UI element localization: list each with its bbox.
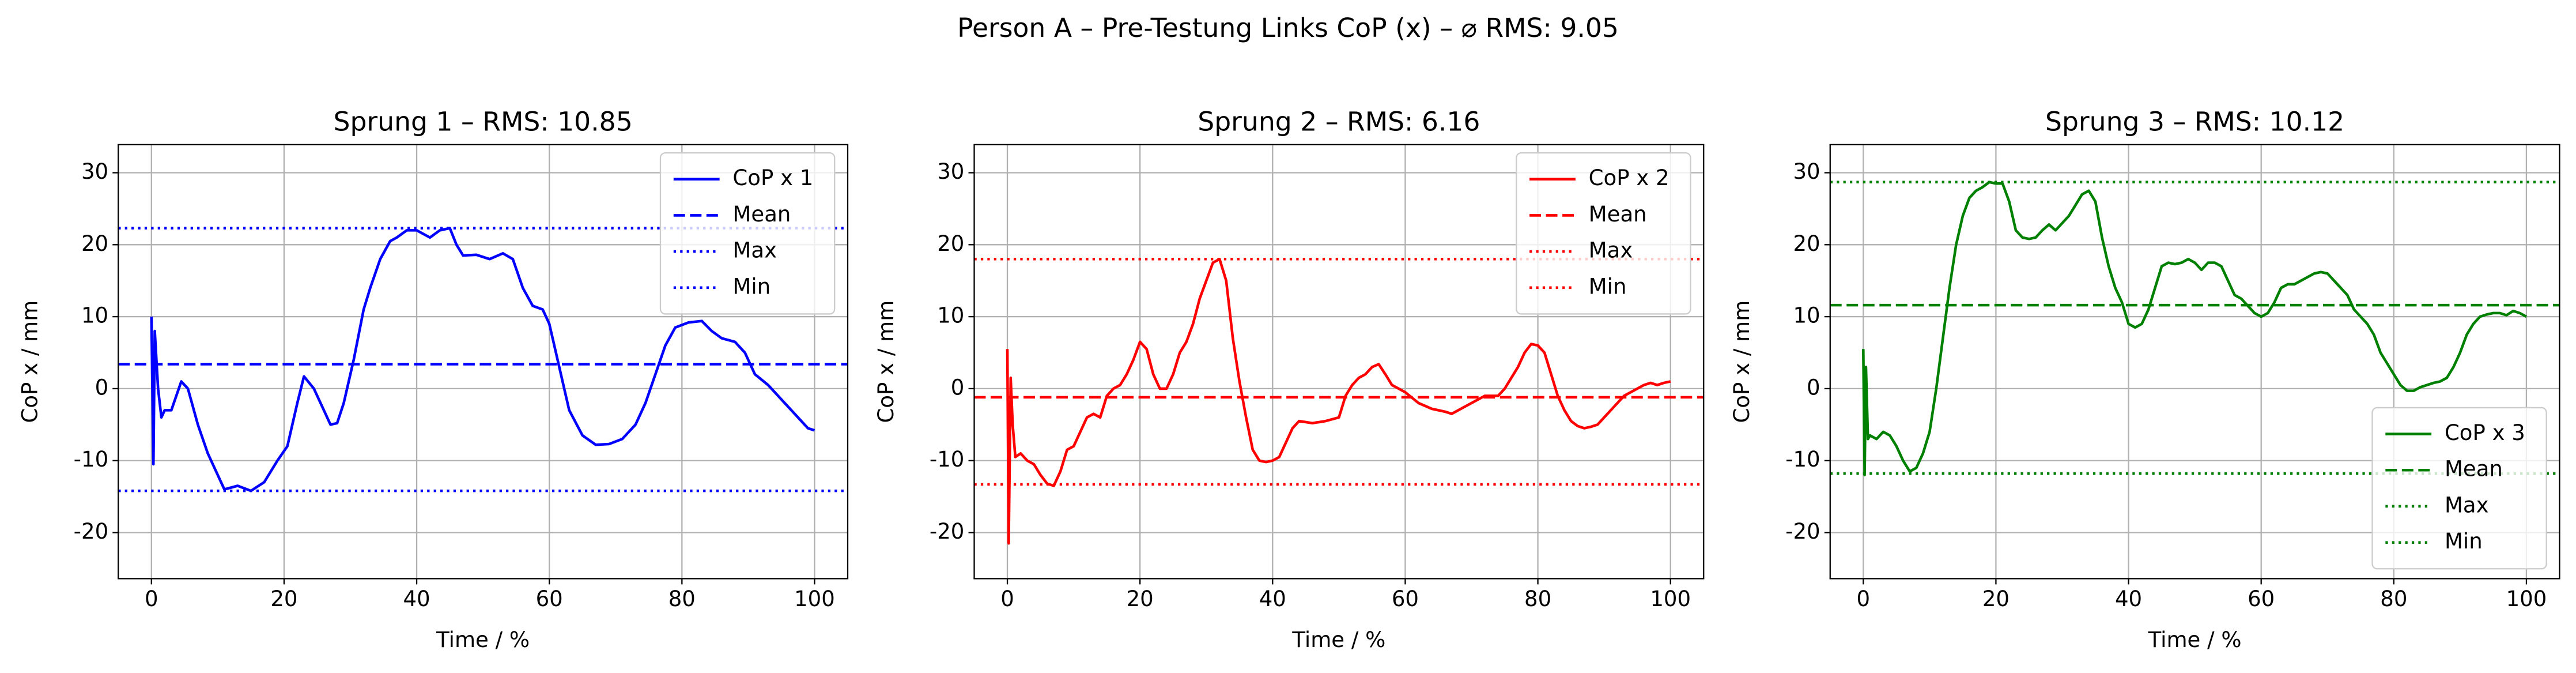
y-axis-label: CoP x / mm — [18, 300, 43, 423]
y-tick-label: 0 — [951, 375, 965, 400]
legend-label: Max — [2445, 492, 2489, 517]
x-tick-label: 40 — [1259, 586, 1286, 611]
legend-label: Min — [1589, 274, 1627, 299]
y-tick-label: -20 — [930, 519, 965, 544]
x-tick-label: 100 — [794, 586, 835, 611]
x-axis-label: Time / % — [2148, 627, 2242, 652]
legend-label: Min — [732, 274, 770, 299]
axes-frame — [1829, 144, 2560, 580]
y-tick-label: -20 — [74, 519, 109, 544]
legend-box — [2371, 407, 2547, 570]
x-tick-label: 0 — [1000, 586, 1014, 611]
y-tick-label: -10 — [74, 447, 109, 472]
x-tick-label: 40 — [403, 586, 430, 611]
figure-title: Person A – Pre-Testung Links CoP (x) – ⌀… — [957, 13, 1619, 43]
axes-frame — [118, 144, 849, 580]
x-tick-label: 20 — [270, 586, 297, 611]
y-tick-label: -20 — [1785, 519, 1820, 544]
y-axis-label: CoP x / mm — [1729, 300, 1754, 423]
subplot-title: Sprung 3 – RMS: 10.12 — [2045, 106, 2344, 137]
subplot-title: Sprung 1 – RMS: 10.85 — [334, 106, 633, 137]
data-line — [1006, 257, 1671, 545]
legend-label: Mean — [732, 202, 791, 227]
data-line — [150, 227, 815, 492]
x-tick-label: 20 — [1982, 586, 2010, 611]
x-tick-label: 60 — [536, 586, 563, 611]
y-tick-label: 30 — [937, 159, 964, 184]
legend-label: Max — [1589, 238, 1633, 263]
x-tick-label: 60 — [1392, 586, 1419, 611]
y-tick-label: 0 — [95, 375, 109, 400]
legend-label: Min — [2445, 529, 2483, 554]
legend-label: Mean — [2445, 457, 2503, 482]
legend-label: CoP x 3 — [2445, 420, 2525, 445]
data-line — [1862, 181, 2528, 476]
x-tick-label: 80 — [2380, 586, 2407, 611]
x-tick-label: 40 — [2115, 586, 2142, 611]
y-tick-label: 0 — [1807, 375, 1820, 400]
x-tick-label: 60 — [2248, 586, 2275, 611]
y-tick-label: 10 — [937, 303, 964, 328]
x-axis-label: Time / % — [436, 627, 530, 652]
y-tick-label: 30 — [81, 159, 108, 184]
y-axis-label: CoP x / mm — [874, 300, 898, 423]
x-tick-label: 0 — [1856, 586, 1870, 611]
subplot-title: Sprung 2 – RMS: 6.16 — [1198, 106, 1480, 137]
x-tick-label: 100 — [1650, 586, 1691, 611]
x-axis-label: Time / % — [1291, 627, 1385, 652]
y-tick-label: 20 — [1793, 231, 1820, 256]
y-tick-label: 30 — [1793, 159, 1820, 184]
y-tick-label: 20 — [81, 231, 108, 256]
legend-box — [659, 152, 836, 315]
y-tick-label: 10 — [81, 303, 108, 328]
legend-label: Max — [732, 238, 777, 263]
x-tick-label: 0 — [145, 586, 158, 611]
x-tick-label: 80 — [668, 586, 696, 611]
legend-label: CoP x 1 — [732, 166, 813, 190]
y-tick-label: 10 — [1793, 303, 1820, 328]
legend-box — [1516, 152, 1691, 315]
legend-label: Mean — [1589, 202, 1647, 227]
x-tick-label: 80 — [1524, 586, 1551, 611]
legend-label: CoP x 2 — [1589, 166, 1670, 190]
x-tick-label: 20 — [1127, 586, 1154, 611]
x-tick-label: 100 — [2506, 586, 2547, 611]
y-tick-label: -10 — [1785, 447, 1820, 472]
axes-frame — [973, 144, 1705, 580]
y-tick-label: -10 — [930, 447, 965, 472]
y-tick-label: 20 — [937, 231, 964, 256]
